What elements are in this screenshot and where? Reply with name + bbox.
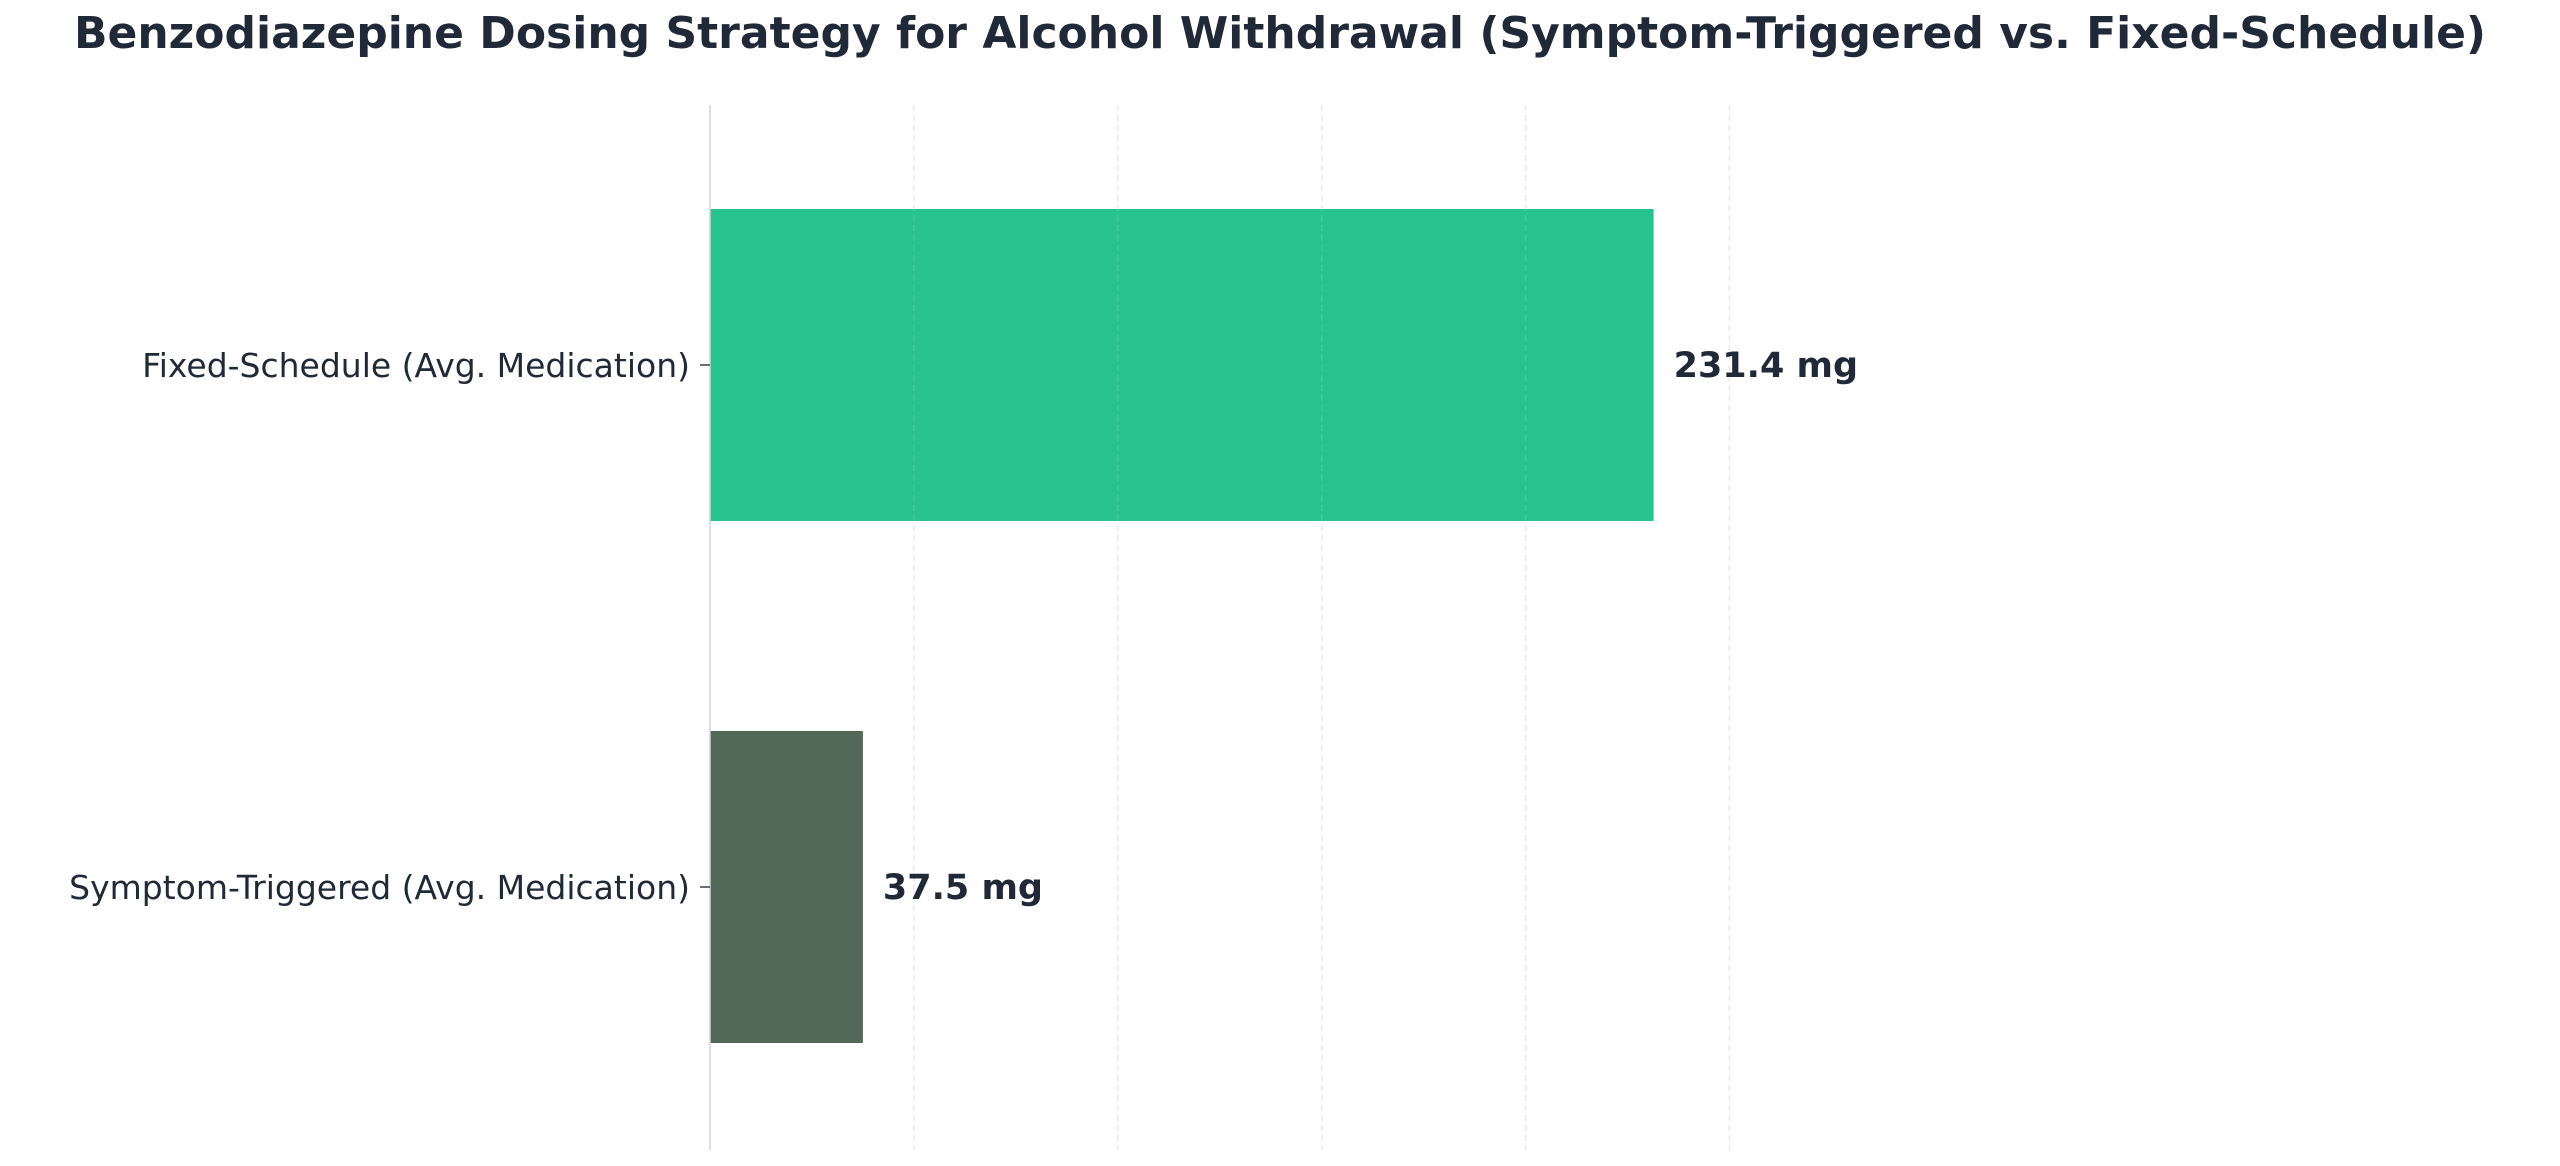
bar (710, 209, 1654, 521)
bars (710, 209, 1654, 1043)
bar (710, 731, 863, 1043)
chart-title: Benzodiazepine Dosing Strategy for Alcoh… (73, 8, 2487, 59)
category-label: Symptom-Triggered (Avg. Medication) (69, 868, 690, 907)
y-axis (700, 105, 711, 1150)
labels: Fixed-Schedule (Avg. Medication) 231.4 mg… (69, 346, 1858, 908)
gridlines-overlay (913, 105, 1731, 1150)
category-label: Fixed-Schedule (Avg. Medication) (142, 346, 690, 385)
data-label: 37.5 mg (883, 868, 1043, 908)
data-label: 231.4 mg (1674, 346, 1858, 386)
